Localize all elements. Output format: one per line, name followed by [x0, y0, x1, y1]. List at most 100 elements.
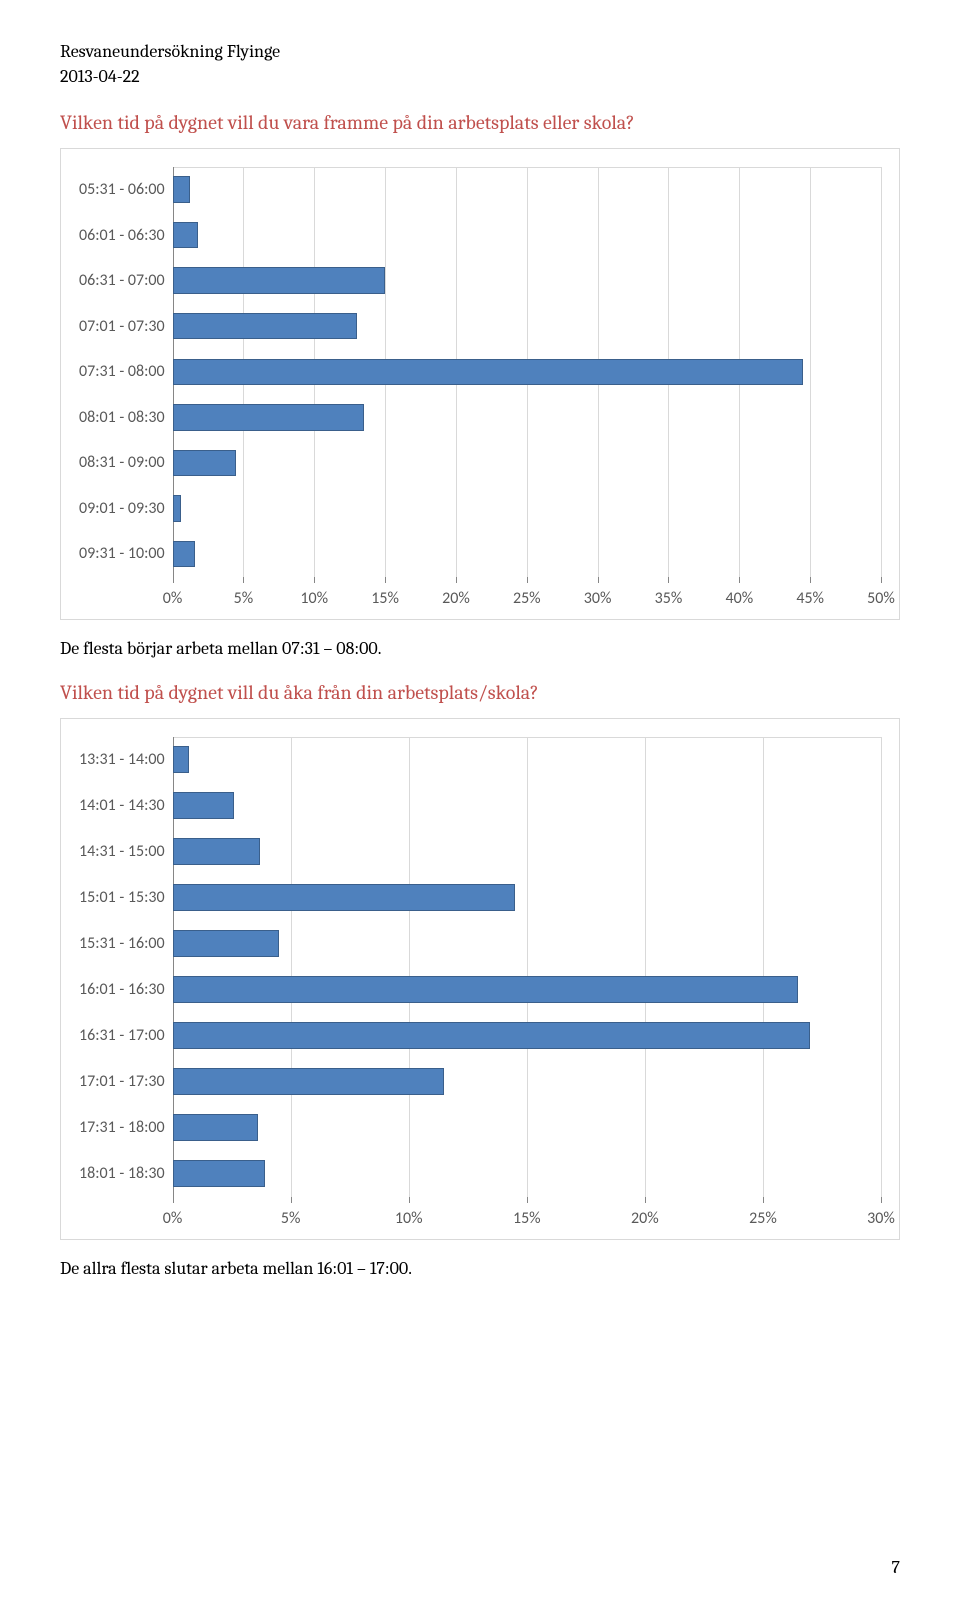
- x-tick-mark: [739, 577, 740, 583]
- bar-row: [173, 349, 881, 395]
- bar: [173, 404, 364, 430]
- x-tick-mark: [810, 577, 811, 583]
- x-tick-label: 15%: [371, 589, 399, 608]
- x-tick-mark: [598, 577, 599, 583]
- x-tick-label: 5%: [281, 1209, 301, 1228]
- chart-body: 05:31 - 06:0006:01 - 06:3006:31 - 07:000…: [79, 167, 881, 577]
- bar-row: [173, 829, 881, 875]
- y-tick-label: 15:31 - 16:00: [79, 934, 165, 953]
- bar: [173, 495, 182, 521]
- x-tick-label: 25%: [513, 589, 541, 608]
- bar-row: [173, 258, 881, 304]
- x-tick-label: 20%: [442, 589, 470, 608]
- chart-bars: [173, 737, 881, 1197]
- bar: [173, 838, 260, 865]
- bar-row: [173, 167, 881, 213]
- y-tick-label: 15:01 - 15:30: [79, 888, 165, 907]
- y-tick-label: 09:01 - 09:30: [79, 499, 165, 518]
- section-heading-departure: Vilken tid på dygnet vill du åka från di…: [60, 681, 900, 704]
- y-tick-label: 08:31 - 09:00: [79, 453, 165, 472]
- chart-plot-region: [173, 737, 881, 1197]
- x-tick-mark: [881, 577, 882, 583]
- y-tick-label: 14:01 - 14:30: [79, 796, 165, 815]
- bar-row: [173, 783, 881, 829]
- chart-x-labels: 0%5%10%15%20%25%30%: [173, 1207, 881, 1231]
- x-tick-mark: [527, 1197, 528, 1203]
- x-tick-mark: [668, 577, 669, 583]
- chart-plot-region: [173, 167, 881, 577]
- x-tick-mark: [173, 1197, 174, 1203]
- bar: [173, 1022, 811, 1049]
- bar: [173, 176, 190, 202]
- chart-y-labels: 05:31 - 06:0006:01 - 06:3006:31 - 07:000…: [79, 167, 173, 577]
- caption-arrival: De flesta börjar arbeta mellan 07:31 – 0…: [60, 638, 900, 659]
- x-tick-mark: [881, 1197, 882, 1203]
- x-tick-mark: [409, 1197, 410, 1203]
- x-tick-mark: [291, 1197, 292, 1203]
- x-tick-label: 15%: [513, 1209, 541, 1228]
- bar-row: [173, 531, 881, 577]
- y-tick-label: 16:01 - 16:30: [79, 980, 165, 999]
- x-tick-label: 0%: [163, 1209, 183, 1228]
- y-tick-label: 07:31 - 08:00: [79, 362, 165, 381]
- chart-body: 13:31 - 14:00 14:01 - 14:30 14:31 - 15:00 1…: [79, 737, 881, 1197]
- x-tick-mark: [385, 577, 386, 583]
- bar: [173, 359, 803, 385]
- chart-arrival: 05:31 - 06:0006:01 - 06:3006:31 - 07:000…: [60, 148, 900, 620]
- x-tick-label: 10%: [300, 589, 328, 608]
- bar: [173, 1160, 265, 1187]
- doc-date: 2013-04-22: [60, 65, 900, 88]
- y-tick-label: 14:31 - 15:00: [79, 842, 165, 861]
- bar: [173, 222, 199, 248]
- bar-row: [173, 486, 881, 532]
- x-tick-label: 0%: [163, 589, 183, 608]
- x-tick-mark: [527, 577, 528, 583]
- y-tick-label: 17:31 - 18:00: [79, 1118, 165, 1137]
- bar: [173, 1114, 258, 1141]
- y-tick-label: 07:01 - 07:30: [79, 317, 165, 336]
- gridline: [881, 737, 882, 1197]
- x-tick-mark: [173, 577, 174, 583]
- section-heading-arrival: Vilken tid på dygnet vill du vara framme…: [60, 111, 900, 134]
- x-tick-label: 30%: [584, 589, 612, 608]
- y-tick-label: 06:01 - 06:30: [79, 226, 165, 245]
- bar: [173, 450, 237, 476]
- page: Resvaneundersökning Flyinge 2013-04-22 V…: [0, 0, 960, 1606]
- x-tick-mark: [456, 577, 457, 583]
- bar-row: [173, 967, 881, 1013]
- x-tick-label: 30%: [867, 1209, 895, 1228]
- bar-row: [173, 921, 881, 967]
- bar: [173, 267, 386, 293]
- y-tick-label: 06:31 - 07:00: [79, 271, 165, 290]
- chart-tick-row-wrap: 13:31 - 14:00: [79, 1197, 881, 1207]
- y-tick-label: 08:01 - 08:30: [79, 408, 165, 427]
- bar: [173, 1068, 445, 1095]
- chart-departure: 13:31 - 14:00 14:01 - 14:30 14:31 - 15:00 1…: [60, 718, 900, 1240]
- x-tick-mark: [243, 577, 244, 583]
- x-tick-label: 50%: [867, 589, 895, 608]
- x-tick-label: 25%: [749, 1209, 777, 1228]
- bar: [173, 541, 196, 567]
- x-tick-mark: [314, 577, 315, 583]
- bar-row: [173, 440, 881, 486]
- x-tick-label: 20%: [631, 1209, 659, 1228]
- bar-row: [173, 1105, 881, 1151]
- x-tick-mark: [645, 1197, 646, 1203]
- x-tick-label: 45%: [796, 589, 824, 608]
- bar-row: [173, 395, 881, 441]
- bar: [173, 884, 515, 911]
- x-tick-mark: [763, 1197, 764, 1203]
- bar: [173, 746, 190, 773]
- chart-outer-ticks: [173, 577, 881, 587]
- y-tick-label: 09:31 - 10:00: [79, 544, 165, 563]
- bar-row: [173, 1059, 881, 1105]
- chart-bars: [173, 167, 881, 577]
- chart-x-labels: 0%5%10%15%20%25%30%35%40%45%50%: [173, 587, 881, 611]
- bar-row: [173, 1013, 881, 1059]
- chart-xlabel-row-wrap: 13:31 - 14:00 0%5%10%15%20%25%30%: [79, 1207, 881, 1231]
- bar-row: [173, 737, 881, 783]
- bar-row: [173, 303, 881, 349]
- page-number: 7: [892, 1557, 900, 1578]
- caption-departure: De allra flesta slutar arbeta mellan 16:…: [60, 1258, 900, 1279]
- y-tick-label: 13:31 - 14:00: [79, 750, 165, 769]
